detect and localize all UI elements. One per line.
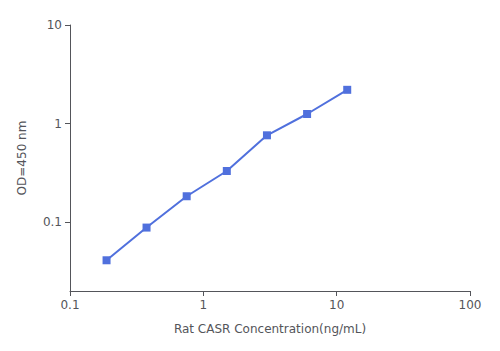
svg-text:1: 1 (54, 117, 62, 131)
svg-text:1: 1 (200, 298, 208, 312)
svg-text:100: 100 (459, 298, 482, 312)
svg-text:10: 10 (47, 18, 62, 32)
svg-text:OD=450 nm: OD=450 nm (15, 121, 29, 196)
svg-text:0.1: 0.1 (43, 215, 62, 229)
svg-text:Rat CASR Concentration(ng/mL): Rat CASR Concentration(ng/mL) (174, 322, 366, 336)
svg-text:10: 10 (329, 298, 344, 312)
svg-text:0.1: 0.1 (60, 298, 79, 312)
